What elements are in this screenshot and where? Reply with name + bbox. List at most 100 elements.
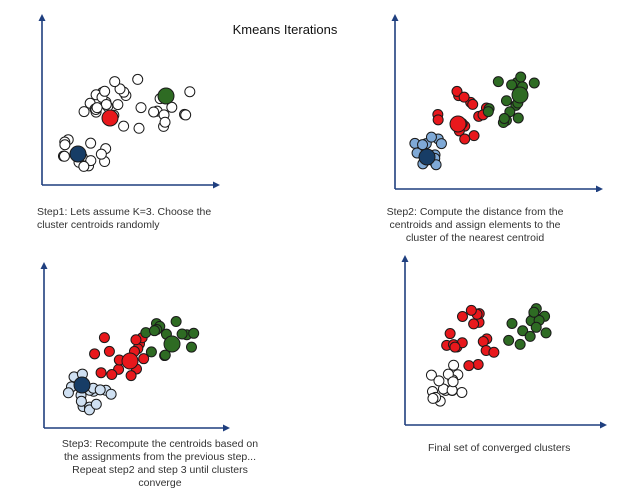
data-point — [135, 102, 147, 114]
panel-step3 — [30, 258, 330, 438]
data-point-green — [170, 316, 182, 328]
data-point — [184, 86, 196, 98]
data-point-green — [506, 79, 518, 91]
data-point-green — [524, 330, 536, 342]
data-point-red — [468, 130, 480, 142]
data-point-red — [106, 369, 118, 381]
y-axis-arrow-icon — [391, 14, 399, 21]
caption-step3: Step3: Recompute the centroids based on … — [40, 438, 280, 490]
data-point-blue — [94, 384, 106, 396]
data-point-green — [148, 325, 160, 337]
data-point — [133, 122, 145, 134]
x-axis-arrow-icon — [600, 421, 607, 429]
data-point-green — [528, 77, 540, 89]
data-point-green — [503, 334, 515, 346]
caption-line: Step1: Lets assume K=3. Choose the — [37, 206, 212, 218]
data-point-green — [492, 76, 504, 88]
data-point-green — [145, 346, 157, 358]
centroid-green — [163, 335, 181, 353]
y-axis-arrow-icon — [401, 255, 409, 262]
data-point-red — [488, 346, 500, 358]
centroid-green — [511, 86, 529, 104]
data-point-red — [432, 114, 444, 126]
data-point-red — [458, 91, 470, 103]
caption-line: centroids and assign elements to the — [389, 219, 561, 231]
data-point-red — [465, 304, 477, 316]
caption-line: cluster centroids randomly — [37, 219, 160, 231]
data-point-green — [188, 327, 200, 339]
caption-line: Step3: Recompute the centroids based on — [61, 438, 259, 450]
caption-step1: Step1: Lets assume K=3. Choose the clust… — [37, 206, 267, 232]
data-point — [427, 392, 439, 404]
data-point — [112, 99, 124, 111]
data-point-green — [498, 112, 510, 124]
centroid-blue — [73, 376, 91, 394]
data-point-red — [467, 98, 479, 110]
data-point — [99, 85, 111, 97]
x-axis-arrow-icon — [223, 424, 230, 432]
data-point — [456, 386, 468, 398]
data-point-red — [459, 133, 471, 145]
data-point-green — [482, 106, 494, 118]
centroid-blue — [69, 145, 87, 163]
data-point — [91, 102, 103, 114]
data-point-red — [463, 360, 475, 372]
data-point-blue — [417, 139, 429, 151]
panel-step1 — [30, 12, 330, 192]
scatter-step2 — [391, 14, 603, 192]
data-point-red — [95, 367, 107, 379]
data-point — [447, 376, 459, 388]
scatter-final — [401, 255, 607, 429]
data-point — [100, 98, 112, 110]
caption-line: Repeat step2 and step 3 until clusters — [72, 464, 248, 476]
data-point — [109, 76, 121, 88]
caption-line: converge — [138, 477, 182, 489]
data-point — [166, 101, 178, 113]
data-point-green — [500, 95, 512, 107]
data-point-red — [472, 358, 484, 370]
data-point — [85, 137, 97, 149]
data-point-green — [512, 112, 524, 124]
y-axis-arrow-icon — [40, 262, 48, 269]
data-point — [58, 150, 70, 162]
panel-final — [385, 255, 640, 435]
data-point-green — [528, 306, 540, 318]
data-point — [78, 106, 90, 118]
data-point-green — [159, 349, 171, 361]
data-point-red — [468, 318, 480, 330]
data-point-blue — [435, 138, 447, 150]
data-point — [118, 120, 130, 132]
data-point — [180, 109, 192, 121]
data-point-green — [185, 341, 197, 353]
caption-line: the assignments from the previous step..… — [63, 451, 256, 463]
centroid-red — [449, 115, 467, 133]
caption-final: Final set of converged clusters — [428, 442, 628, 455]
x-axis-arrow-icon — [596, 185, 603, 192]
caption-line: cluster of the nearest centroid — [405, 232, 545, 244]
data-point — [114, 83, 126, 95]
data-point-red — [98, 332, 110, 344]
data-point — [159, 116, 171, 128]
data-point-red — [138, 353, 150, 365]
data-point-red — [89, 348, 101, 360]
caption-line: Final set of converged clusters — [428, 442, 571, 454]
data-point — [132, 73, 144, 85]
data-point — [78, 160, 90, 172]
data-point-green — [514, 338, 526, 350]
data-point — [433, 375, 445, 387]
data-point-green — [176, 328, 188, 340]
data-point-green — [540, 327, 552, 339]
data-point-green — [530, 321, 542, 333]
y-axis-arrow-icon — [38, 14, 46, 21]
data-point-red — [449, 341, 461, 353]
data-point-red — [456, 310, 468, 322]
centroid-blue — [418, 148, 436, 166]
data-point-blue — [105, 388, 117, 400]
data-point-red — [451, 85, 463, 97]
centroid-red — [101, 109, 119, 127]
data-point-green — [506, 317, 518, 329]
caption-step2: Step2: Compute the distance from the cen… — [365, 206, 585, 245]
data-point-blue — [90, 398, 102, 410]
panel-step2 — [385, 12, 640, 192]
